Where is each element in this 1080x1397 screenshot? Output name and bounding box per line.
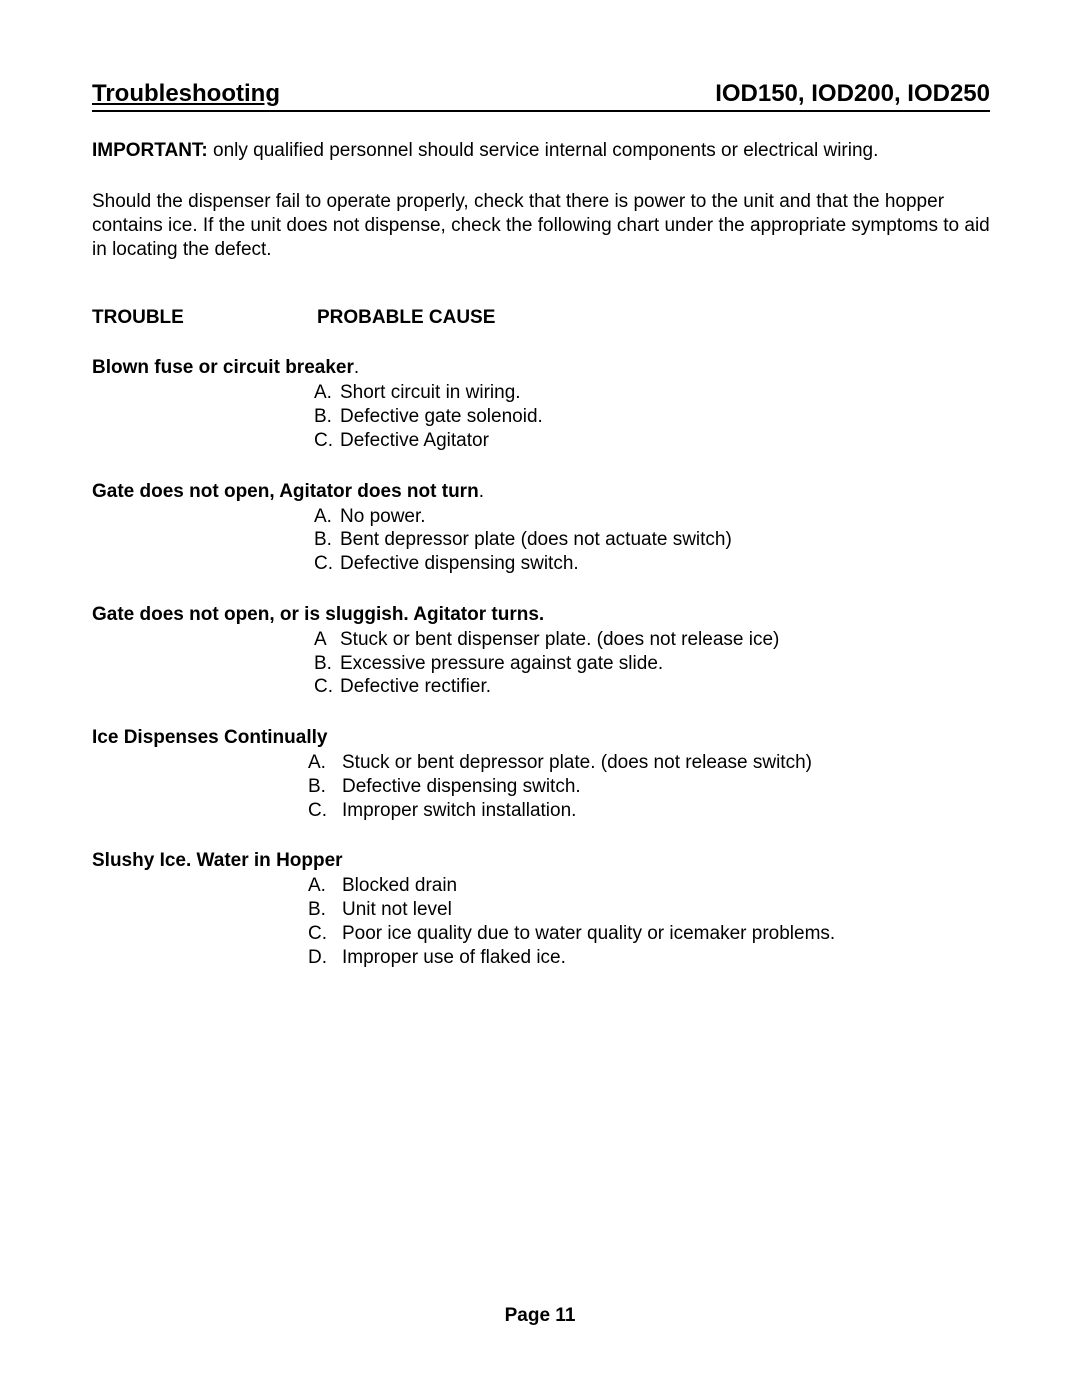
cause-marker: B. bbox=[308, 775, 342, 799]
cause-marker: A bbox=[314, 628, 340, 652]
col-cause-header: PROBABLE CAUSE bbox=[317, 307, 495, 329]
cause-text: Stuck or bent dispenser plate. (does not… bbox=[340, 628, 779, 652]
cause-row: B.Bent depressor plate (does not actuate… bbox=[314, 528, 990, 552]
cause-row: C.Defective rectifier. bbox=[314, 675, 990, 699]
cause-row: B.Excessive pressure against gate slide. bbox=[314, 652, 990, 676]
trouble-title-text: Slushy Ice. Water in Hopper bbox=[92, 850, 343, 871]
trouble-section: Slushy Ice. Water in Hopper A.Blocked dra… bbox=[92, 850, 990, 969]
trouble-title: Ice Dispenses Continually bbox=[92, 727, 990, 749]
cause-row: B.Defective dispensing switch. bbox=[308, 775, 990, 799]
cause-row: C.Poor ice quality due to water quality … bbox=[308, 922, 990, 946]
trouble-section: Blown fuse or circuit breaker.A.Short ci… bbox=[92, 357, 990, 452]
trouble-title-text: Ice Dispenses Continually bbox=[92, 727, 327, 748]
trouble-section: Gate does not open, Agitator does not tu… bbox=[92, 481, 990, 576]
cause-row: C.Defective Agitator bbox=[314, 429, 990, 453]
cause-row: A.Short circuit in wiring. bbox=[314, 381, 990, 405]
cause-text: Defective Agitator bbox=[340, 429, 489, 453]
cause-row: D.Improper use of flaked ice. bbox=[308, 946, 990, 970]
trouble-title-text: Blown fuse or circuit breaker bbox=[92, 357, 354, 378]
cause-list: A.Short circuit in wiring.B.Defective ga… bbox=[92, 381, 990, 452]
cause-row: A.Stuck or bent depressor plate. (does n… bbox=[308, 751, 990, 775]
cause-text: Excessive pressure against gate slide. bbox=[340, 652, 663, 676]
cause-marker: B. bbox=[314, 405, 340, 429]
cause-row: AStuck or bent dispenser plate. (does no… bbox=[314, 628, 990, 652]
cause-marker: A. bbox=[314, 505, 340, 529]
important-text: only qualified personnel should service … bbox=[208, 140, 879, 161]
cause-text: Defective dispensing switch. bbox=[340, 552, 579, 576]
important-notice: IMPORTANT: only qualified personnel shou… bbox=[92, 140, 990, 162]
cause-row: A.Blocked drain bbox=[308, 874, 990, 898]
cause-marker: C. bbox=[314, 552, 340, 576]
cause-text: Stuck or bent depressor plate. (does not… bbox=[342, 751, 812, 775]
page-header: Troubleshooting IOD150, IOD200, IOD250 bbox=[92, 80, 990, 112]
trouble-title: Gate does not open, or is sluggish. Agit… bbox=[92, 604, 990, 626]
column-headers: TROUBLE PROBABLE CAUSE bbox=[92, 307, 990, 329]
cause-marker: C. bbox=[314, 429, 340, 453]
cause-text: Improper switch installation. bbox=[342, 799, 576, 823]
intro-paragraph: Should the dispenser fail to operate pro… bbox=[92, 190, 990, 261]
cause-text: Improper use of flaked ice. bbox=[342, 946, 566, 970]
trouble-section: Gate does not open, or is sluggish. Agit… bbox=[92, 604, 990, 699]
cause-row: C.Defective dispensing switch. bbox=[314, 552, 990, 576]
cause-marker: B. bbox=[314, 528, 340, 552]
trouble-section: Ice Dispenses Continually A.Stuck or bent… bbox=[92, 727, 990, 822]
trouble-title-text: Gate does not open, or is sluggish. Agit… bbox=[92, 604, 544, 625]
cause-text: Unit not level bbox=[342, 898, 452, 922]
trouble-title: Gate does not open, Agitator does not tu… bbox=[92, 481, 990, 503]
cause-list: A.No power.B.Bent depressor plate (does … bbox=[92, 505, 990, 576]
cause-text: Defective dispensing switch. bbox=[342, 775, 581, 799]
page-footer: Page 11 bbox=[0, 1305, 1080, 1327]
cause-text: Bent depressor plate (does not actuate s… bbox=[340, 528, 732, 552]
col-trouble-header: TROUBLE bbox=[92, 307, 317, 329]
cause-text: Defective rectifier. bbox=[340, 675, 491, 699]
cause-marker: A. bbox=[308, 751, 342, 775]
header-title: Troubleshooting bbox=[92, 80, 280, 108]
cause-row: B.Defective gate solenoid. bbox=[314, 405, 990, 429]
cause-list: AStuck or bent dispenser plate. (does no… bbox=[92, 628, 990, 699]
trouble-title-period: . bbox=[354, 357, 359, 378]
cause-row: C.Improper switch installation. bbox=[308, 799, 990, 823]
cause-text: No power. bbox=[340, 505, 426, 529]
cause-marker: D. bbox=[308, 946, 342, 970]
trouble-title-text: Gate does not open, Agitator does not tu… bbox=[92, 481, 479, 502]
cause-list: A.Stuck or bent depressor plate. (does n… bbox=[92, 751, 990, 822]
trouble-title: Slushy Ice. Water in Hopper bbox=[92, 850, 990, 872]
cause-text: Blocked drain bbox=[342, 874, 457, 898]
cause-marker: B. bbox=[314, 652, 340, 676]
trouble-title-period: . bbox=[479, 481, 484, 502]
header-models: IOD150, IOD200, IOD250 bbox=[715, 80, 990, 108]
cause-text: Short circuit in wiring. bbox=[340, 381, 521, 405]
cause-marker: B. bbox=[308, 898, 342, 922]
cause-text: Defective gate solenoid. bbox=[340, 405, 543, 429]
cause-row: A.No power. bbox=[314, 505, 990, 529]
cause-marker: A. bbox=[314, 381, 340, 405]
cause-text: Poor ice quality due to water quality or… bbox=[342, 922, 835, 946]
cause-marker: C. bbox=[308, 922, 342, 946]
troubleshooting-sections: Blown fuse or circuit breaker.A.Short ci… bbox=[92, 357, 990, 969]
cause-marker: C. bbox=[308, 799, 342, 823]
trouble-title: Blown fuse or circuit breaker. bbox=[92, 357, 990, 379]
cause-row: B.Unit not level bbox=[308, 898, 990, 922]
cause-marker: C. bbox=[314, 675, 340, 699]
cause-list: A.Blocked drainB.Unit not levelC.Poor ic… bbox=[92, 874, 990, 969]
important-label: IMPORTANT: bbox=[92, 140, 208, 161]
cause-marker: A. bbox=[308, 874, 342, 898]
